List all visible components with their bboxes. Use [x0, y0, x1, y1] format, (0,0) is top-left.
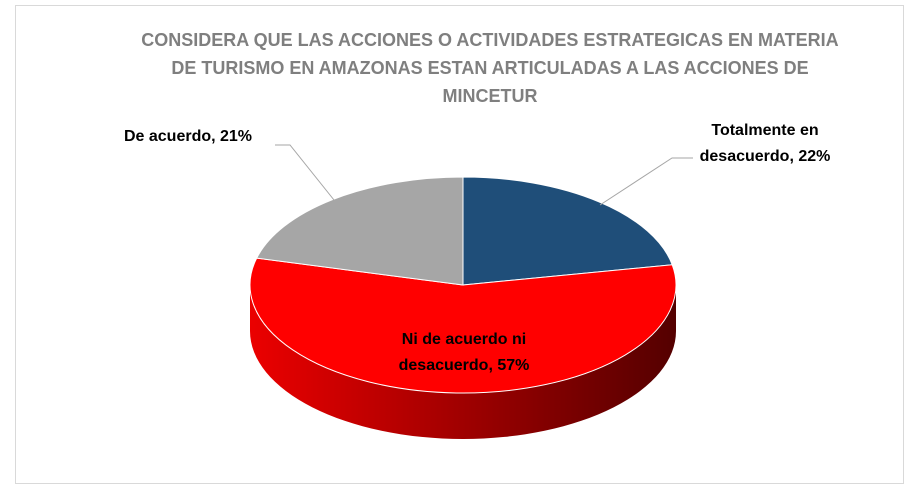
slice [249, 257, 677, 394]
data-label: Totalmente en desacuerdo, 22% [699, 122, 831, 165]
chart-title: CONSIDERA QUE LAS ACCIONES O ACTIVIDADES… [141, 30, 839, 106]
slice-side [250, 285, 676, 439]
data-label: Ni de acuerdo ni desacuerdo, 57% [398, 331, 530, 374]
slice [255, 176, 464, 286]
data-label: De acuerdo, 21% [123, 128, 253, 145]
leader-line [275, 144, 339, 206]
slice [462, 176, 673, 286]
pie [249, 176, 677, 439]
leader-line [599, 157, 693, 206]
